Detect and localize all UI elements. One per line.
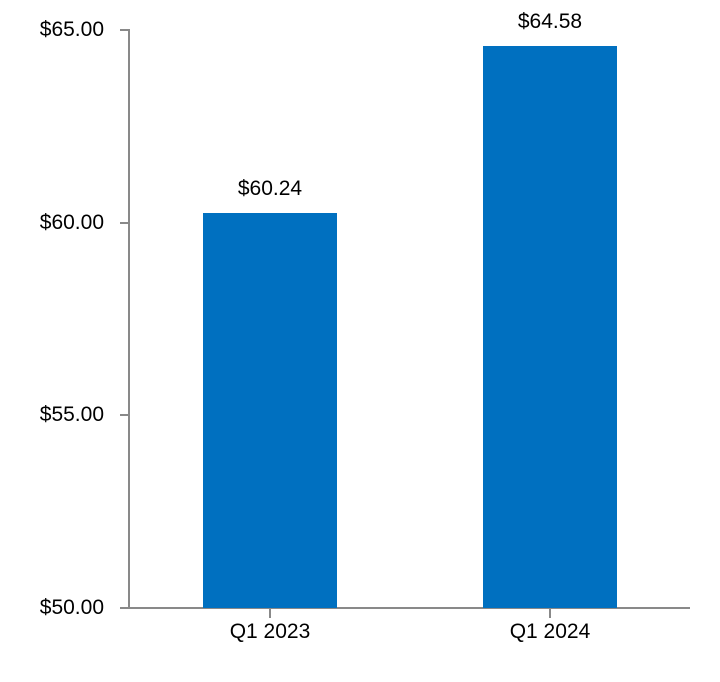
bar-q1-2023 (203, 213, 337, 608)
x-axis-category-label: Q1 2024 (509, 620, 591, 643)
y-axis-tick-label: $60.00 (39, 210, 104, 234)
x-tick-mark (269, 608, 271, 618)
y-tick-mark (120, 607, 130, 609)
y-axis-tick-label: $50.00 (39, 596, 104, 619)
y-tick-mark (120, 29, 130, 31)
y-axis-tick-label: $65.00 (39, 18, 104, 41)
bar-q1-2024 (483, 46, 617, 608)
y-tick-mark (120, 221, 130, 224)
y-axis-line (128, 30, 130, 609)
y-axis-tick-label: $55.00 (39, 403, 104, 427)
x-axis-category-label: Q1 2023 (229, 620, 311, 643)
bar-value-label: $60.24 (237, 177, 303, 200)
x-axis-line (120, 607, 690, 609)
y-tick-mark (120, 414, 130, 417)
bar-value-label: $64.58 (517, 10, 583, 33)
x-tick-mark (549, 608, 551, 618)
